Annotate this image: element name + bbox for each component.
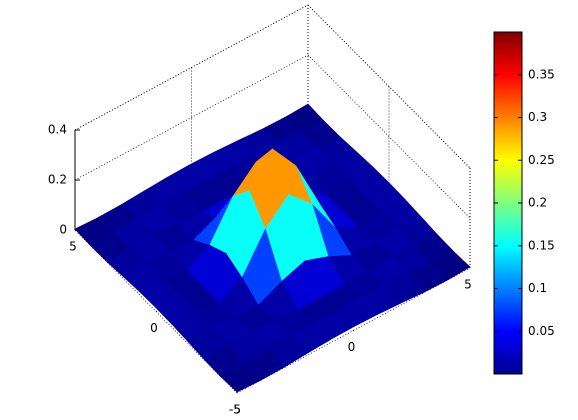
colorbar-scale: [493, 31, 523, 375]
colorbar-tick-label: 0.25: [528, 153, 555, 167]
colorbar-tick-label: 0.2: [528, 196, 547, 210]
x-tick-label: 0: [348, 340, 356, 354]
colorbar: 0.05 0.1 0.15 0.2 0.25 0.3 0.35: [493, 31, 555, 375]
x-tick-label: 5: [464, 278, 472, 292]
z-tick-label: 0.2: [48, 173, 67, 187]
x-tick-label: -5: [229, 403, 241, 417]
y-tick-label: 0: [150, 321, 158, 335]
y-tick-label: -5: [229, 403, 241, 417]
colorbar-tick-label: 0.35: [528, 67, 555, 81]
surface: [74, 103, 471, 393]
y-tick-label: 5: [69, 240, 77, 254]
surface-patch: [220, 362, 261, 393]
grid-line: [236, 267, 471, 394]
z-tick-label: 0.4: [48, 123, 67, 137]
colorbar-tick-label: 0.3: [528, 110, 547, 124]
colorbar-tick-label: 0.15: [528, 238, 555, 252]
z-tick-label: 0: [59, 223, 67, 237]
colorbar-tick-label: 0.05: [528, 324, 555, 338]
colorbar-tick-label: 0.1: [528, 281, 547, 295]
grid-line: [307, 54, 471, 219]
grid-line: [74, 54, 309, 181]
